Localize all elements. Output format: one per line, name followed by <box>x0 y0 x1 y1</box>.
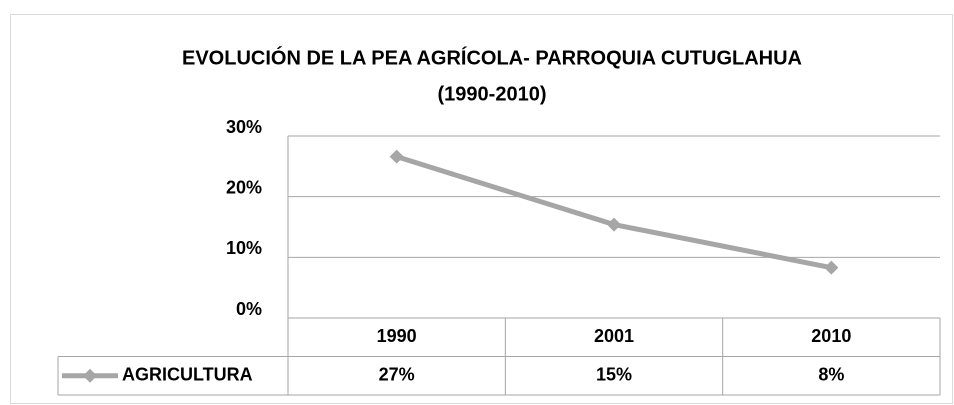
legend-label: AGRICULTURA <box>122 365 253 385</box>
chart-title: (1990-2010) <box>438 83 547 105</box>
y-tick-label: 20% <box>226 177 262 197</box>
chart-border <box>10 14 953 404</box>
marker <box>824 260 839 275</box>
marker <box>607 217 621 232</box>
data-label: 8% <box>818 365 844 385</box>
marker <box>389 149 404 164</box>
marker <box>83 368 97 383</box>
x-tick-label: 2010 <box>811 326 851 346</box>
y-tick-label: 0% <box>236 299 262 319</box>
x-tick-label: 2001 <box>594 326 634 346</box>
data-label: 27% <box>379 365 415 385</box>
data-label: 15% <box>596 365 632 385</box>
y-tick-label: 10% <box>226 238 262 258</box>
y-tick-label: 30% <box>226 117 262 137</box>
x-tick-label: 1990 <box>377 326 417 346</box>
chart-title: EVOLUCIÓN DE LA PEA AGRÍCOLA- PARROQUIA … <box>182 45 802 69</box>
